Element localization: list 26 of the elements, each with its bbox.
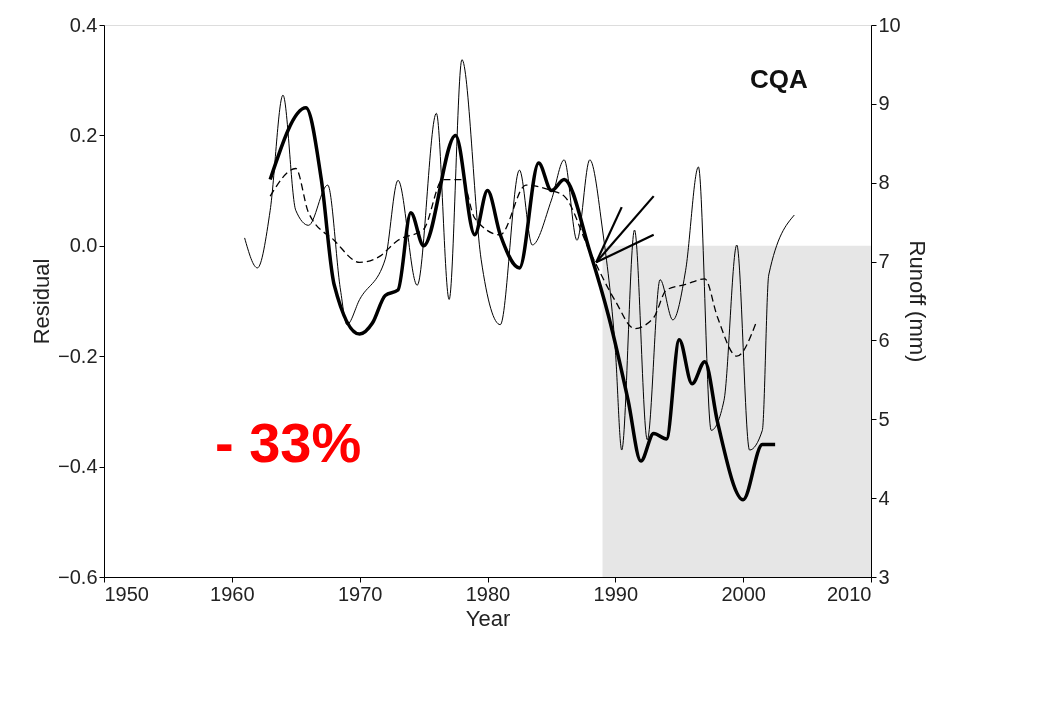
- x-tick-label: 2010: [827, 582, 872, 605]
- x-tick-label: 2000: [721, 582, 766, 605]
- y-tick-label: −0.6: [58, 565, 98, 588]
- y-tick-label: −0.4: [58, 455, 98, 478]
- y2-axis-title: Runoff (mm): [904, 240, 930, 363]
- y-axis-title: Residual: [29, 258, 55, 345]
- x-tick-label: 1970: [337, 582, 383, 605]
- y2-tick-label: 10: [878, 13, 901, 36]
- x-axis-title: Year: [465, 605, 511, 631]
- y2-tick-label: 7: [878, 250, 890, 273]
- y2-tick-label: 8: [878, 171, 890, 194]
- y-tick-label: 0.4: [69, 13, 98, 36]
- y2-tick-label: 4: [878, 486, 890, 509]
- y2-tick-label: 3: [878, 565, 890, 588]
- y2-tick-label: 6: [878, 328, 890, 351]
- y2-tick-label: 5: [878, 407, 890, 430]
- x-tick-label: 1980: [465, 582, 511, 605]
- y-tick-label: 0.0: [69, 234, 98, 257]
- x-tick-label: 1950: [104, 582, 149, 605]
- annotation: - 33%: [214, 410, 362, 474]
- x-tick-label: 1990: [593, 582, 639, 605]
- annotation: CQA: [750, 64, 809, 95]
- y-tick-label: −0.2: [58, 344, 98, 367]
- x-tick-label: 1960: [210, 582, 255, 605]
- y-tick-label: 0.2: [69, 123, 98, 146]
- y2-tick-label: 9: [878, 92, 890, 115]
